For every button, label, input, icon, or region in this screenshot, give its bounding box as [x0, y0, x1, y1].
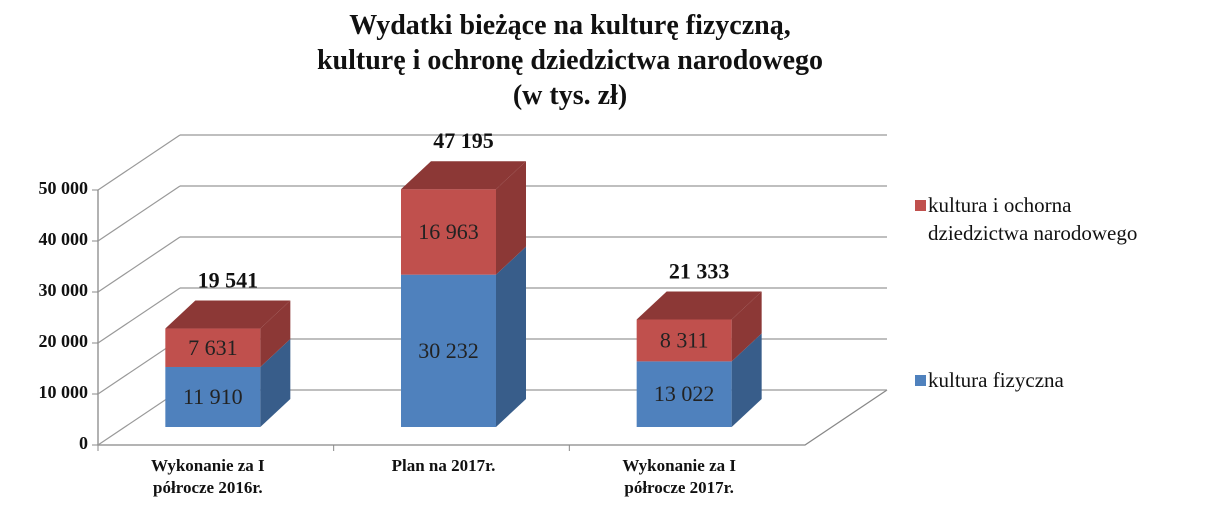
legend-swatch [915, 200, 926, 211]
y-tick-label: 30 000 [39, 280, 89, 300]
bar-side [731, 291, 762, 362]
data-label: 8 311 [660, 327, 709, 352]
x-tick-label: Wykonanie za I półrocze 2017r. [622, 456, 736, 497]
bar-side [496, 161, 526, 275]
bar-segment [401, 274, 496, 427]
grid-line-depth [97, 287, 181, 344]
bar-top [401, 161, 526, 190]
grid-line-depth [97, 236, 181, 293]
bar-segment [636, 319, 732, 362]
legend-label: kultura i ochorna dziedzictwa narodowego [928, 193, 1138, 245]
bar-side [731, 333, 762, 427]
grid-line-depth [97, 185, 181, 242]
bar-segment [636, 361, 732, 427]
y-tick-label: 10 000 [39, 382, 89, 402]
bar-segment [401, 189, 496, 275]
total-label: 19 541 [198, 268, 259, 293]
y-tick-label: 40 000 [39, 229, 89, 249]
x-tick-label: Plan na 2017r. [391, 456, 496, 475]
bar-side [260, 338, 291, 427]
data-label: 11 910 [183, 384, 243, 409]
x-tick-label: Wykonanie za I półrocze 2016r. [150, 456, 265, 497]
total-label: 21 333 [669, 259, 730, 284]
bar-segment [165, 366, 261, 427]
data-label: 13 022 [654, 381, 715, 406]
grid-line-depth [97, 134, 181, 191]
y-tick-label: 0 [79, 433, 88, 453]
y-tick-label: 20 000 [39, 331, 89, 351]
chart-title: Wydatki bieżące na kulturę fizyczną, kul… [316, 10, 824, 111]
data-label: 30 232 [418, 338, 479, 363]
data-label: 7 631 [188, 335, 238, 360]
legend-swatch [915, 375, 926, 386]
legend-label: kultura fizyczna [928, 368, 1064, 392]
bar-top [165, 300, 291, 329]
bar-side [260, 300, 291, 367]
total-label: 47 195 [433, 128, 494, 153]
bar-top [636, 291, 762, 320]
bar-side [496, 246, 526, 427]
bar-segment [165, 328, 261, 367]
data-label: 16 963 [418, 219, 479, 244]
y-tick-label: 50 000 [39, 178, 89, 198]
